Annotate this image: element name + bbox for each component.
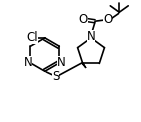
Text: Cl: Cl [26,31,38,44]
Polygon shape [82,63,86,68]
Text: N: N [87,30,95,43]
Text: O: O [103,13,112,26]
Text: S: S [52,70,60,83]
Text: O: O [79,13,88,26]
Text: N: N [57,56,66,69]
Text: N: N [24,56,32,69]
